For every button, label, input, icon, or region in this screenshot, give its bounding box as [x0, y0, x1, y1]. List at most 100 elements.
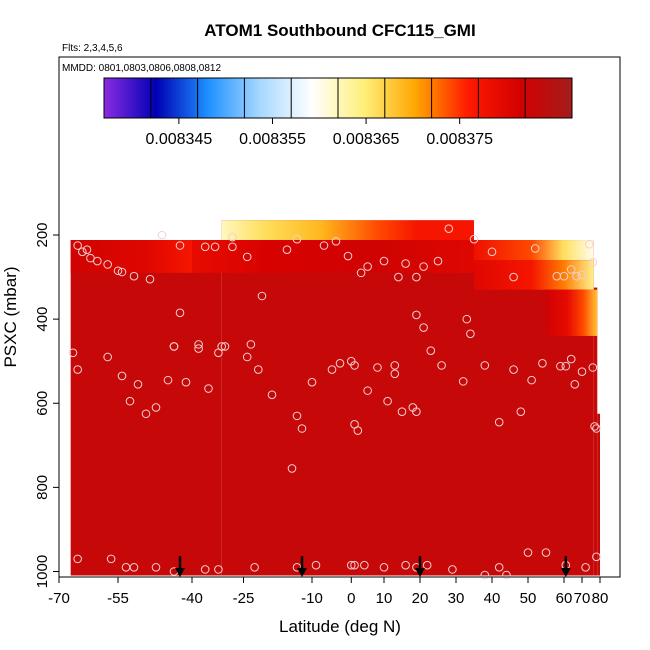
x-tick-label: 0 [347, 590, 355, 607]
observation-point [210, 242, 220, 252]
flight-marker-arrow [175, 556, 185, 577]
observation-point [577, 367, 587, 377]
observation-point [346, 560, 356, 570]
observation-point [292, 411, 302, 421]
observation-point [175, 241, 185, 250]
observation-point [383, 396, 392, 406]
x-axis-label: Latitude (deg N) [279, 617, 401, 636]
observation-point [311, 560, 321, 570]
observation-point [214, 565, 223, 574]
observation-point [561, 361, 571, 371]
observation-point [437, 361, 446, 370]
observation-point [444, 224, 454, 233]
observation-point [570, 380, 580, 389]
x-tick-label: 30 [448, 590, 465, 607]
observation-point [412, 310, 421, 320]
observation-point [523, 548, 533, 557]
observation-point [73, 241, 82, 250]
y-tick-label: 1000 [34, 555, 51, 588]
field-column [221, 220, 474, 576]
observation-point [566, 265, 576, 274]
observation-point [82, 245, 92, 255]
plot-frame [58, 56, 621, 578]
observation-point [412, 272, 421, 282]
x-tick-label: -25 [233, 590, 255, 607]
observation-point [538, 358, 547, 368]
colorbar: 0.008345 0.008355 0.008365 0.008375 [103, 77, 573, 148]
observation-point [469, 234, 479, 244]
colorbar-ticks: 0.008345 0.008355 0.008365 0.008375 [146, 118, 493, 148]
observation-point [559, 271, 569, 281]
observation-point [487, 247, 497, 257]
observation-point [73, 554, 82, 564]
field-gradient-band [192, 240, 474, 273]
observation-point [78, 247, 87, 257]
observation-point [419, 323, 428, 332]
flight-markers [175, 556, 571, 577]
field-gradient-band [546, 289, 598, 336]
field-column [70, 240, 222, 576]
observation-point [541, 548, 551, 557]
observation-point [509, 365, 518, 374]
observation-point [169, 342, 179, 351]
observation-point [113, 266, 123, 276]
observation-point [228, 232, 237, 242]
observation-point [360, 560, 369, 570]
observation-point [356, 268, 366, 278]
y-axis: 200 400 600 800 1000 [34, 222, 59, 588]
observation-point [250, 562, 259, 572]
observation-point [335, 358, 345, 368]
x-tick-label: 10 [376, 590, 393, 607]
plot-area: MMDD: 0801,0803,0806,0808,0812 [58, 56, 621, 580]
field-gradient-band [70, 240, 192, 273]
observation-point [103, 352, 112, 362]
field-column [597, 413, 600, 576]
observation-point [106, 554, 116, 564]
x-tick-label: 60 [556, 590, 573, 607]
dates-note: MMDD: 0801,0803,0806,0808,0812 [62, 63, 221, 74]
observation-points [68, 224, 601, 580]
observation-point [129, 271, 139, 281]
observation-point [117, 371, 127, 381]
observation-point [350, 361, 359, 370]
observation-point [494, 562, 504, 572]
observation-point [350, 560, 359, 570]
observation-point [68, 348, 78, 358]
x-tick-label: 50 [520, 590, 537, 607]
x-tick-label: -40 [181, 590, 203, 607]
observation-point [527, 375, 536, 385]
field-column [593, 287, 598, 576]
observation-point [200, 242, 210, 252]
observation-point [145, 274, 155, 284]
x-tick-label: -55 [107, 590, 129, 607]
observation-point [228, 242, 237, 252]
observation-point [566, 354, 576, 364]
observation-point [287, 464, 297, 473]
observation-point [117, 267, 127, 277]
flights-note: Flts: 2,3,4,5,6 [62, 43, 123, 54]
observation-point [509, 272, 518, 282]
observation-point [353, 426, 363, 435]
observation-point [462, 314, 472, 324]
x-tick-label: 70 [574, 590, 591, 607]
observation-point [419, 262, 428, 271]
observation-point [163, 375, 173, 385]
observation-point [581, 562, 590, 572]
y-tick-label: 800 [34, 475, 51, 500]
observation-point [592, 424, 601, 433]
flight-marker-arrow [415, 556, 425, 577]
observation-point [157, 230, 167, 240]
concentration-field [70, 220, 600, 576]
colorbar-tick-label: 0.008375 [426, 131, 493, 148]
flight-marker-arrow [297, 556, 307, 577]
observation-point [257, 291, 267, 301]
y-axis-label: PSXC (mbar) [1, 266, 20, 367]
x-axis: -70 -55 -40 -25 -10 0 10 20 30 40 50 60 70 80 [48, 577, 608, 607]
observation-point [577, 270, 587, 280]
observation-point [73, 365, 82, 374]
observation-point [151, 403, 161, 412]
observation-point [363, 386, 372, 395]
field-gradient-band [474, 240, 594, 261]
observation-point [246, 340, 256, 349]
